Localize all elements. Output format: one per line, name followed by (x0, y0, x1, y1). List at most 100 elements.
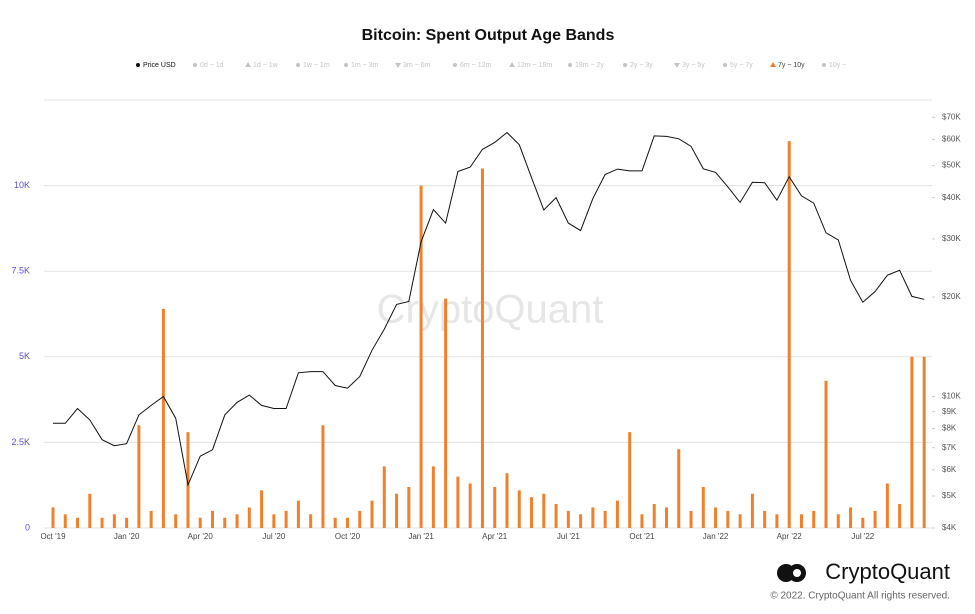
legend-label: 1m ~ 3m (351, 62, 379, 69)
x-tick-label: Oct '20 (335, 532, 361, 541)
legend-marker (723, 63, 727, 67)
y2-tick-label: $70K (942, 112, 961, 121)
bar (861, 517, 865, 528)
y2-tick-label: $6K (942, 465, 957, 474)
bar (812, 510, 816, 528)
bar (149, 510, 153, 528)
bar (665, 507, 668, 528)
y2-tick-label: $5K (942, 491, 957, 500)
y2-tick-label: $8K (942, 424, 957, 433)
bar (628, 432, 632, 528)
x-tick-label: Apr '21 (482, 532, 508, 541)
legend-label: 3m ~ 6m (403, 62, 431, 69)
legend-label: 0d ~ 1d (200, 62, 224, 69)
watermark: CryptoQuant (377, 288, 604, 332)
y2-tick-label: $60K (942, 135, 961, 144)
legend-marker (770, 62, 776, 67)
x-tick-label: Apr '22 (777, 532, 803, 541)
bar (677, 449, 681, 528)
y2-tick-label: $7K (942, 443, 957, 452)
legend-label: 12m ~ 18m (517, 62, 552, 69)
bar (63, 514, 67, 528)
bar (395, 493, 399, 528)
bar (296, 500, 300, 528)
legend-label: 5y ~ 7y (730, 62, 753, 69)
x-tick-label: Jul '22 (851, 532, 874, 541)
legend-marker (568, 63, 572, 67)
copyright: © 2022. CryptoQuant All rights reserved. (770, 591, 950, 602)
bar (235, 514, 239, 528)
bar (468, 483, 472, 528)
bar (309, 514, 313, 528)
bar (750, 493, 754, 528)
bar (88, 493, 92, 528)
bar (333, 517, 337, 528)
y2-tick-label: $30K (942, 234, 961, 243)
bar (321, 425, 325, 528)
bar (223, 517, 227, 528)
bar (444, 298, 448, 528)
bar (161, 308, 165, 528)
bar (885, 483, 889, 528)
y-tick-label: 10K (14, 180, 30, 190)
brand: CryptoQuant (825, 559, 950, 584)
legend-label: 1d ~ 1w (253, 62, 279, 69)
legend-marker (453, 63, 457, 67)
brand-logo (777, 564, 806, 582)
x-tick-label: Jul '20 (262, 532, 285, 541)
bar (480, 168, 484, 529)
y-tick-label: 7.5K (11, 266, 30, 276)
chart-title: Bitcoin: Spent Output Age Bands (362, 27, 615, 44)
legend-marker (245, 62, 251, 67)
legend-marker (674, 63, 680, 68)
bar (186, 432, 190, 528)
bar (419, 185, 423, 528)
x-tick-label: Oct '19 (40, 532, 66, 541)
bar (260, 490, 264, 528)
bar (407, 486, 411, 528)
legend-label: 7y ~ 10y (778, 62, 805, 69)
y2-tick-label: $20K (942, 292, 961, 301)
bar (849, 507, 853, 528)
y-tick-label: 5K (19, 351, 30, 361)
legend-marker (623, 63, 627, 67)
bar (701, 486, 705, 528)
bar (726, 510, 730, 528)
bar (554, 504, 558, 528)
bar (370, 500, 374, 528)
bar (873, 510, 877, 528)
bar (211, 510, 215, 528)
bar (198, 517, 202, 528)
bar (836, 514, 840, 528)
bar (345, 517, 349, 528)
bar (591, 507, 595, 528)
legend-marker (822, 63, 826, 67)
bar (799, 514, 803, 528)
bar (431, 466, 435, 528)
y2-tick-label: $9K (942, 407, 957, 416)
x-tick-label: Oct '21 (629, 532, 655, 541)
legend-label: 10y ~ (829, 62, 846, 69)
bar (775, 514, 779, 528)
y2-tick-label: $4K (942, 523, 957, 532)
bar (579, 514, 583, 528)
bar (898, 504, 902, 528)
bar (910, 356, 914, 528)
bar (76, 517, 80, 528)
legend-marker (296, 63, 300, 67)
bar (615, 500, 619, 528)
bar (382, 466, 386, 528)
bar (738, 514, 742, 528)
y2-tick-label: $10K (942, 392, 961, 401)
bar (358, 510, 362, 528)
bar (652, 504, 656, 528)
bar (603, 510, 607, 528)
legend-marker (509, 62, 515, 67)
x-tick-label: Apr '20 (188, 532, 214, 541)
y-tick-label: 2.5K (11, 437, 30, 447)
bar (922, 356, 926, 528)
bar (493, 486, 497, 528)
legend-label: 2y ~ 3y (630, 62, 653, 69)
bar (125, 517, 129, 528)
